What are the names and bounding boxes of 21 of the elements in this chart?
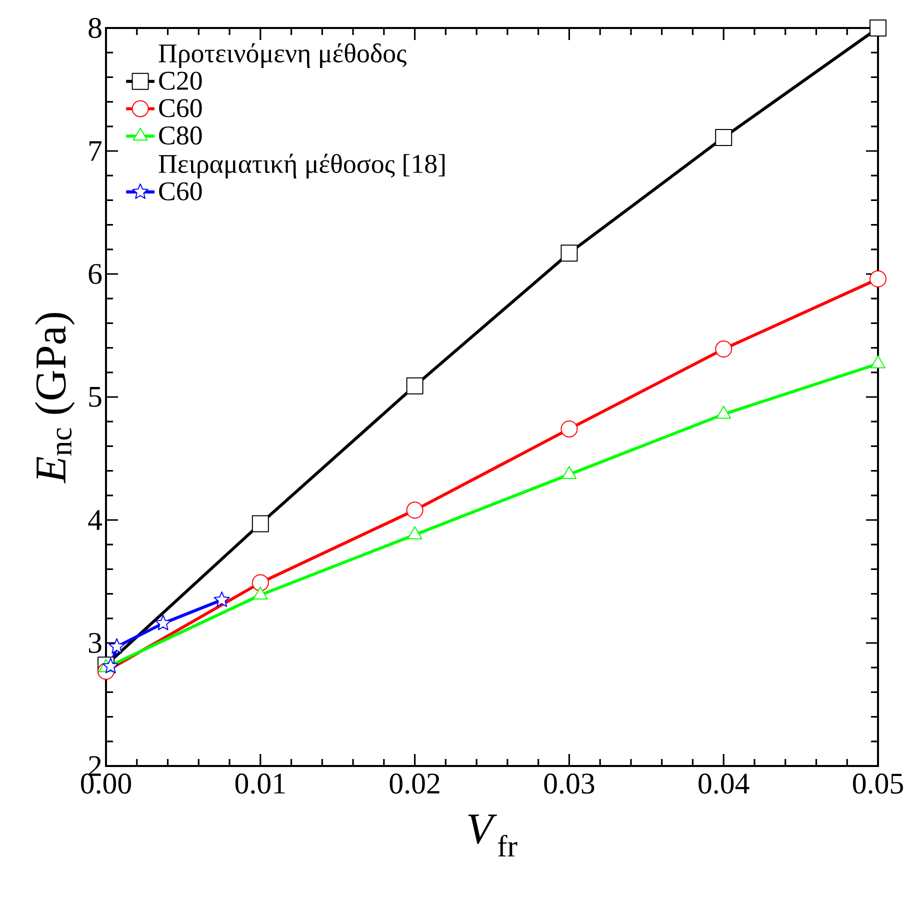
y-tick-label: 7 [90, 141, 102, 161]
x-tick-label: 0.01 [235, 774, 285, 794]
y-tick-label: 8 [88, 18, 102, 38]
y-tick-label: 3 [88, 632, 102, 654]
legend-label: C60 [159, 99, 202, 118]
x-tick-label: 0.03 [544, 774, 594, 794]
x-axis-title: V$_{fr}$ [468, 814, 518, 856]
y-tick-label: 4 [88, 510, 102, 530]
y-axis-title: E$_{nc}$ (GPa) [34, 312, 75, 484]
y-tick-label: 2 [88, 756, 101, 776]
legend-label: C60 [159, 182, 202, 200]
legend-label: C20 [159, 72, 202, 90]
legend-label: C80 [159, 126, 202, 145]
x-tick-label: 0.05 [853, 774, 903, 794]
x-tick-label: 0.02 [390, 774, 440, 794]
annotation: Πειραματική μέθοσος [18] [158, 154, 445, 179]
x-tick-label: 0.04 [698, 774, 750, 794]
y-tick-label: 5 [89, 387, 102, 407]
annotation: Προτεινόμενη μέθοδος [158, 43, 406, 68]
y-tick-label: 6 [88, 264, 102, 284]
x-tick-label: 0.00 [80, 774, 132, 794]
